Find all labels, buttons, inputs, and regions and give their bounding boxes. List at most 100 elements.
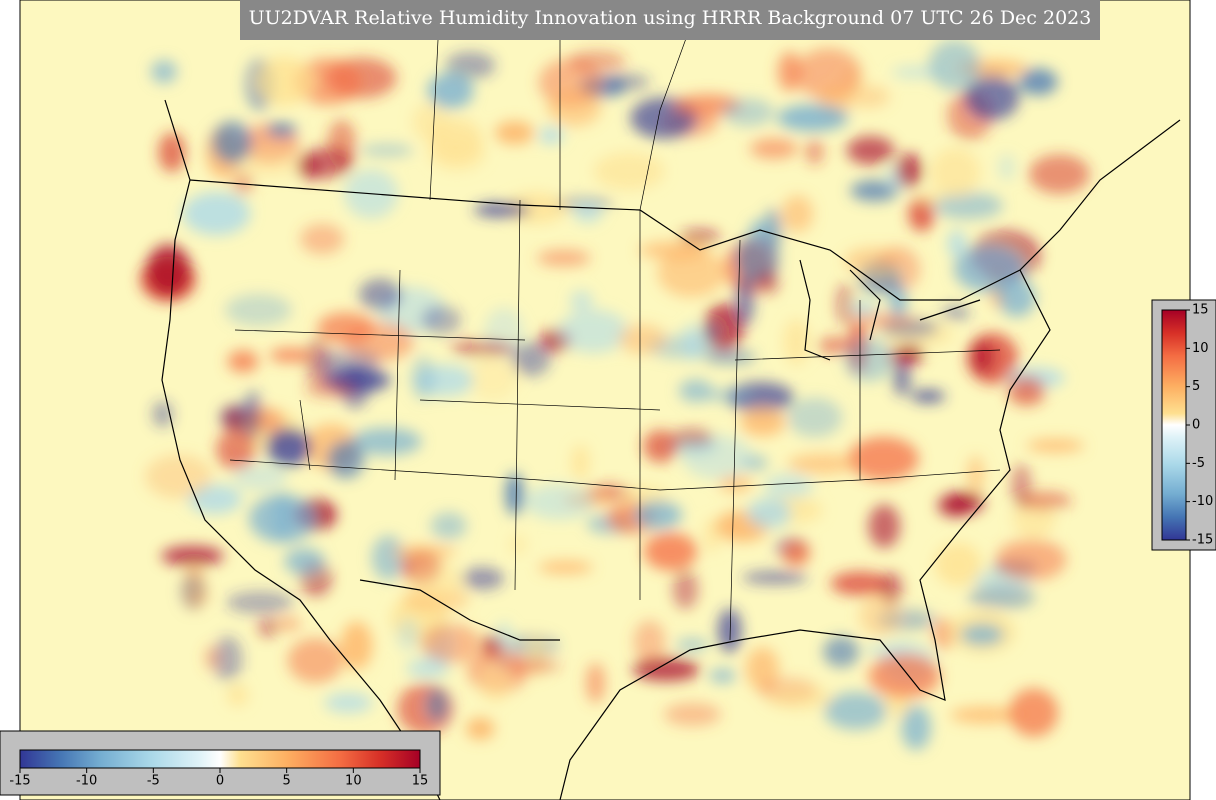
field-blob [933,618,956,650]
vertical-colorbar [1161,309,1187,541]
field-blob [275,617,302,631]
field-blob [505,472,524,516]
field-blob [231,150,304,179]
field-blob [1017,492,1072,510]
field-blob [473,202,531,218]
field-blob [524,484,595,520]
horizontal-colorbar [19,749,421,769]
field-blob [764,473,813,500]
field-blob [928,39,981,91]
field-blob [843,313,916,326]
field-blob [505,192,567,224]
field-blob [735,276,755,326]
field-blob [287,638,344,684]
field-blob [850,180,899,202]
field-blob [569,290,593,311]
field-blob [421,623,481,664]
field-blob [702,350,757,365]
tick-label: 5 [283,774,291,789]
field-blob [469,357,518,401]
field-blob [823,636,860,668]
field-blob [428,135,486,172]
province-lines [429,0,701,211]
field-blob [427,72,474,109]
field-blob [460,567,504,590]
field-blob [846,136,895,165]
field-blob [762,208,783,250]
west-coastline [161,99,441,800]
field-blob [340,621,373,670]
state-lines [229,199,1001,641]
field-blob [917,191,944,205]
field-blob [633,620,666,664]
field-blob [391,544,457,559]
field-blob [425,688,449,722]
field-blob [411,355,435,401]
field-blob [896,153,923,188]
field-blob [995,538,1067,581]
field-blob [272,492,295,540]
field-blob [1011,463,1032,509]
field-blob [269,348,312,363]
field-blob [232,463,288,491]
field-blob [967,584,1036,610]
field-blob [817,336,854,354]
tick-label: 0 [1192,418,1200,433]
field-blob [855,269,907,282]
field-blob [226,591,294,615]
field-blob [1028,154,1090,194]
field-blob [314,349,381,375]
field-blob [844,338,894,382]
field-blob [586,662,606,704]
field-blob [146,243,191,296]
field-blob [824,691,888,730]
field-blob [643,429,678,463]
field-blob [632,657,700,682]
field-blob [445,51,496,80]
field-blob [845,85,890,109]
field-blob [284,547,325,575]
field-blob [358,278,402,311]
field-blob [795,48,862,100]
field-blob [933,192,1003,220]
field-blob [510,341,551,377]
field-blob [410,561,462,604]
field-blob [430,512,467,540]
field-blob [547,88,602,127]
tick-label: 10 [345,774,362,789]
field-blob [350,427,422,456]
field-blob [722,98,774,127]
field-blob [671,429,714,445]
field-blob [465,717,495,740]
field-blob [479,666,511,703]
east-gulf-coastline [559,269,1051,800]
field-blob [847,436,919,481]
field-blob [830,571,890,596]
field-blob [678,379,713,403]
field-blob [225,293,292,327]
field-blob [360,144,414,157]
field-blob [538,561,593,574]
field-blob [910,390,946,403]
field-blob [777,104,849,132]
field-blob [257,617,279,638]
field-blob [1009,688,1059,737]
field-blob [930,147,981,198]
field-blob [781,195,814,233]
mexico-border [359,579,560,641]
field-blob [265,427,312,467]
field-blob [746,498,792,529]
tick-label: -10 [1192,494,1213,509]
field-blob [266,122,297,137]
field-blob [953,245,1025,293]
field-blob [672,569,699,610]
field-blob [835,282,855,325]
field-blob [212,121,252,164]
field-blob [998,153,1015,181]
field-blob [702,323,720,340]
field-blob [327,440,365,479]
field-blob [868,504,901,549]
field-blob [494,121,535,145]
field-blob [941,305,971,321]
field-blob [293,58,362,106]
